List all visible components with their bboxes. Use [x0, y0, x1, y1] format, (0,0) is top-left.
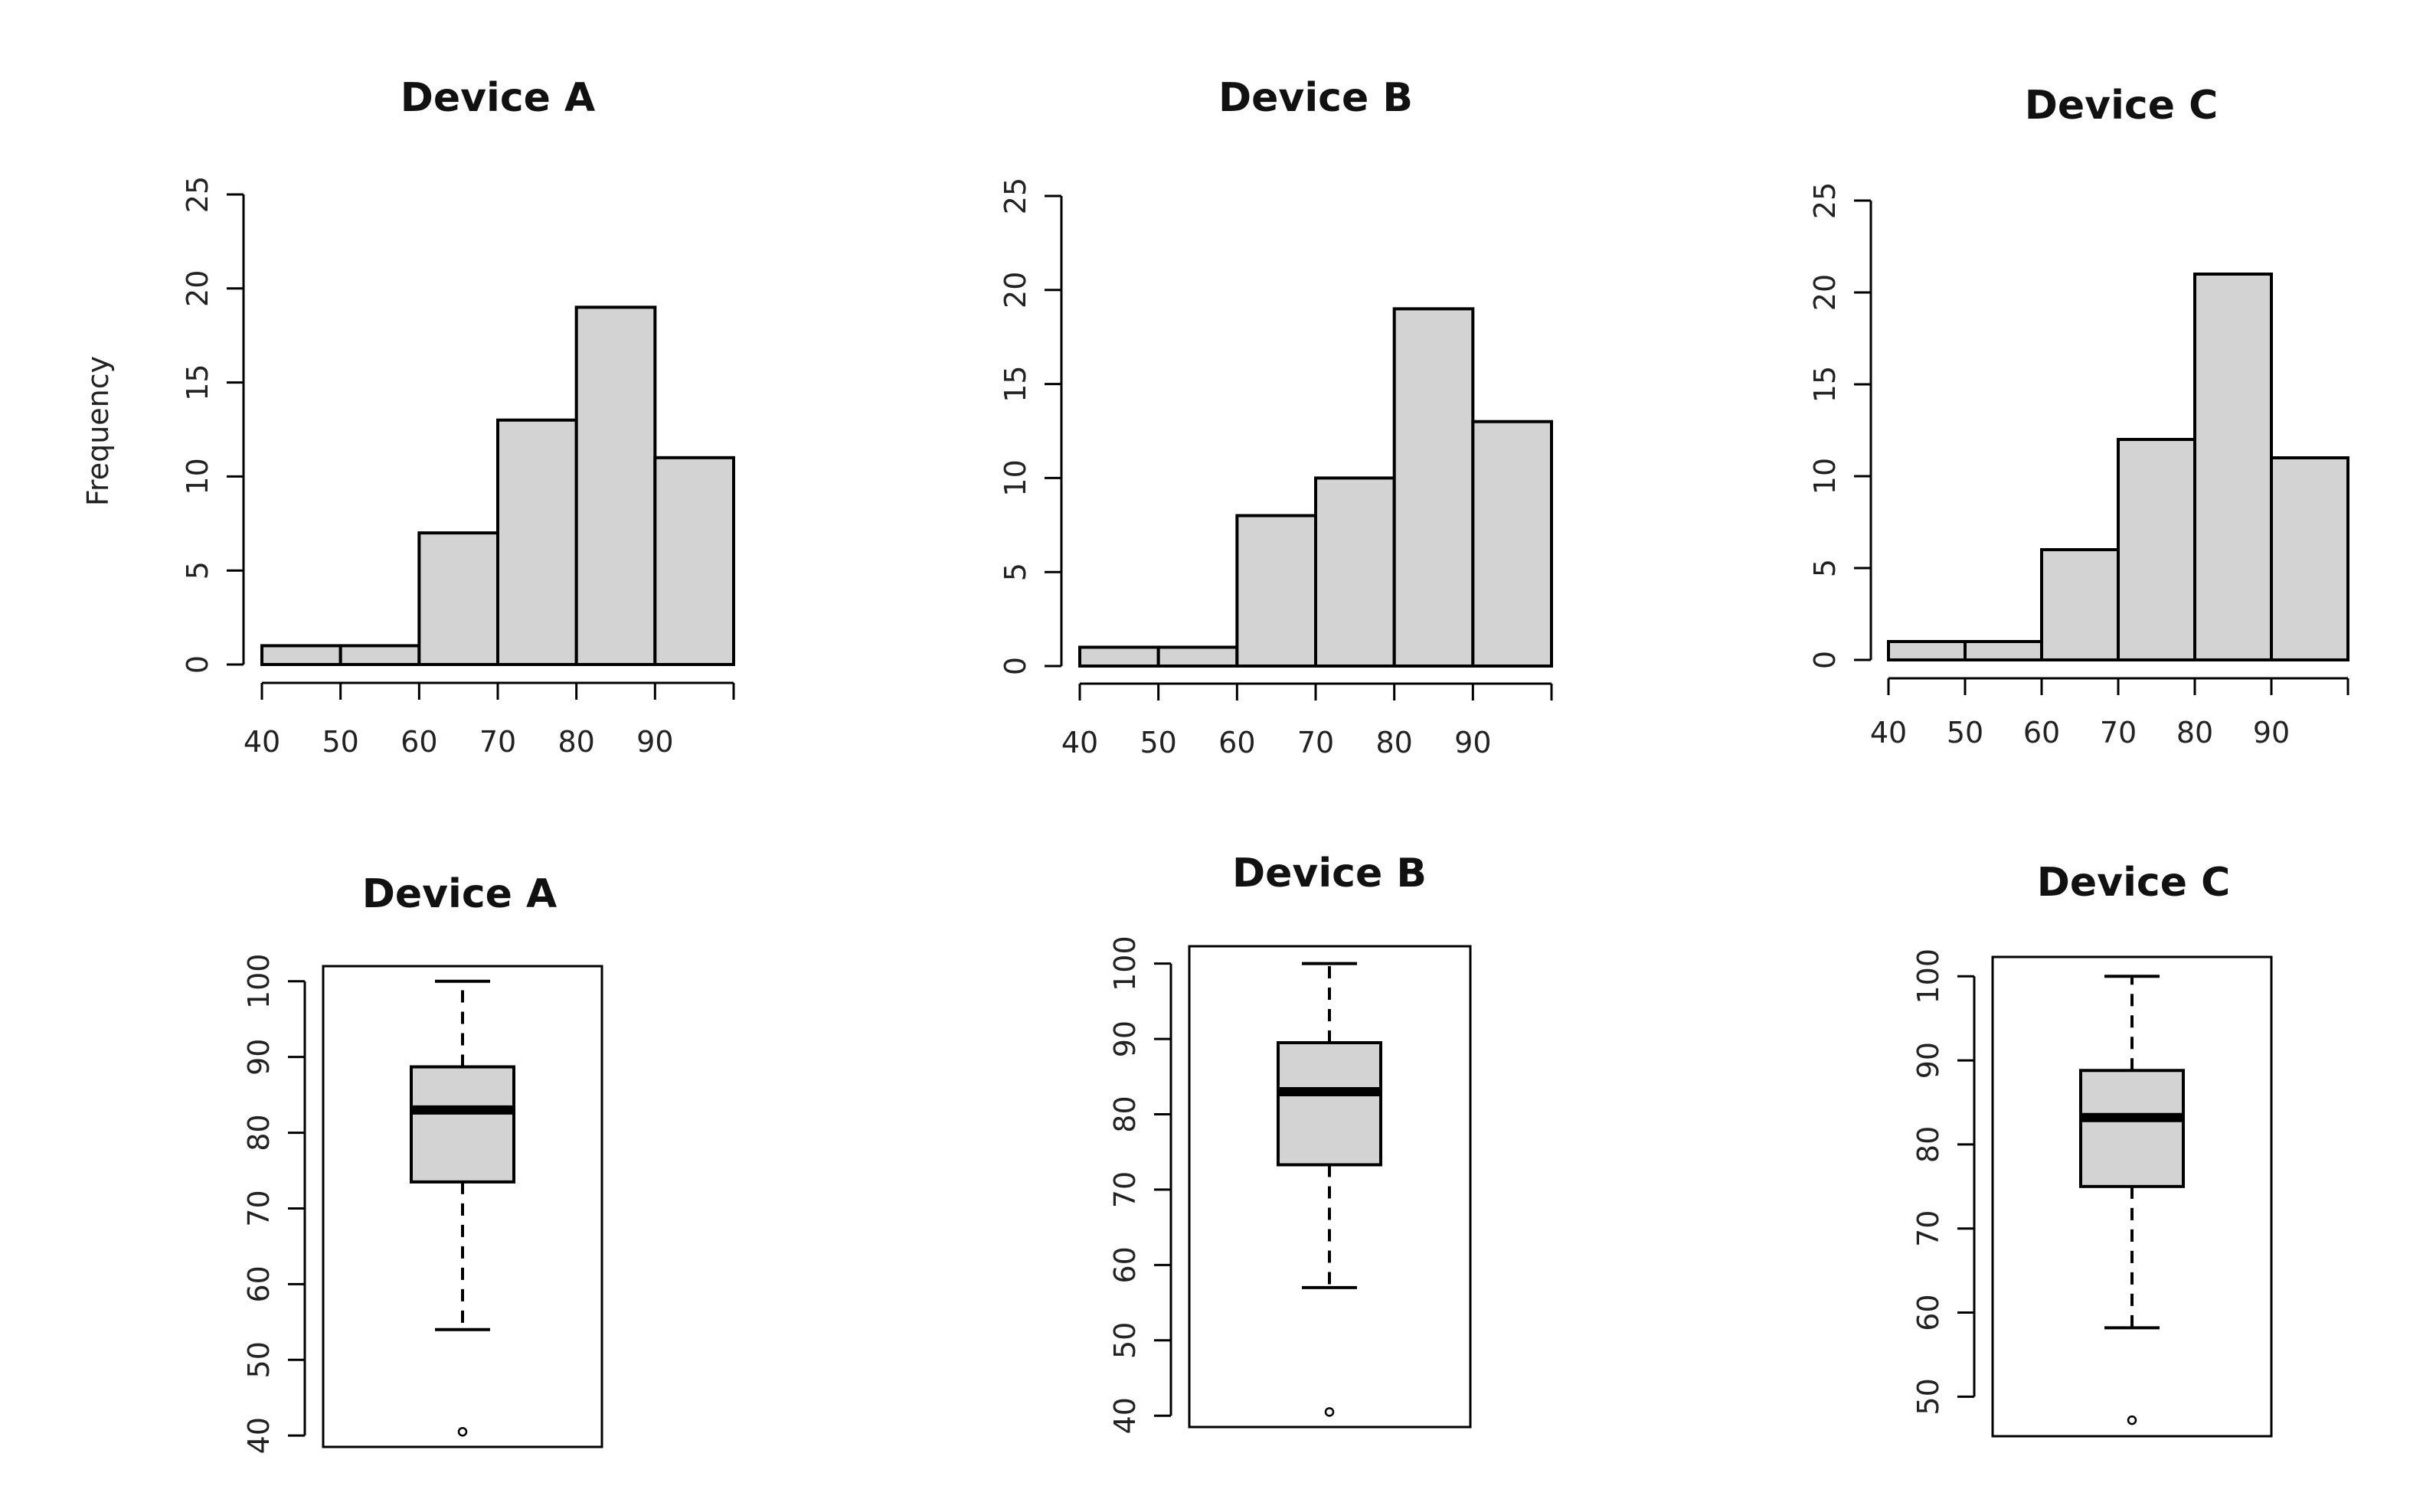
- y-tick-label: 60: [1911, 1294, 1945, 1331]
- y-tick-label: 60: [1108, 1246, 1142, 1283]
- boxplot-device-b: Device B 40 50 60 70 80 90 100: [1108, 851, 1472, 1434]
- x-tick-label: 40: [244, 725, 280, 759]
- y-tick-label: 80: [1108, 1096, 1142, 1132]
- y-tick-label: 80: [1911, 1126, 1945, 1163]
- y-tick-label: 0: [1808, 651, 1842, 669]
- histogram-device-b: Device B 40 50 60 70 80 90 0 5 10 15 20 25: [999, 75, 1554, 759]
- x-tick-label: 50: [1140, 726, 1176, 759]
- plot-frame: [1991, 955, 2273, 1438]
- y-tick-label: 15: [181, 364, 214, 400]
- x-tick-label: 60: [1218, 726, 1255, 759]
- y-tick-label: 20: [1808, 274, 1842, 311]
- y-tick-label: 70: [242, 1190, 276, 1226]
- x-tick-label: 50: [322, 725, 358, 759]
- y-tick-label: 10: [1808, 458, 1842, 495]
- y-tick-label: 40: [242, 1417, 276, 1454]
- chart-title: Device B: [1232, 851, 1427, 896]
- box-iqr: [1277, 1040, 1382, 1167]
- y-tick-label: 15: [999, 365, 1032, 402]
- histogram-bar: [496, 418, 578, 666]
- x-tick-label: 90: [1454, 726, 1491, 759]
- chart-title: Device C: [2037, 860, 2231, 906]
- histogram-bar: [2117, 438, 2196, 661]
- y-tick-label: 100: [1911, 949, 1945, 1004]
- histogram-bar: [1471, 420, 1554, 668]
- histogram-bar: [1392, 307, 1475, 668]
- chart-title: Device B: [1218, 75, 1413, 121]
- histogram-bar: [338, 644, 421, 667]
- y-tick-label: 25: [1808, 182, 1842, 219]
- outlier-point: [1324, 1407, 1335, 1417]
- y-tick-label: 90: [1911, 1042, 1945, 1079]
- y-tick-label: 40: [1108, 1397, 1142, 1434]
- plot-frame: [1188, 945, 1472, 1429]
- y-tick-label: 100: [242, 954, 276, 1010]
- histogram-bar: [2040, 548, 2120, 661]
- y-tick-label: 50: [242, 1341, 276, 1378]
- outlier-point: [457, 1426, 468, 1437]
- y-tick-label: 90: [242, 1038, 276, 1075]
- y-tick-label: 0: [181, 655, 214, 674]
- x-tick-label: 70: [2100, 716, 2137, 749]
- histogram-bar: [653, 456, 735, 667]
- x-tick-label: 40: [1061, 726, 1098, 759]
- y-tick-label: 80: [242, 1114, 276, 1151]
- y-tick-label: 5: [1808, 559, 1842, 577]
- box-iqr: [410, 1065, 515, 1184]
- x-tick-label: 80: [1375, 726, 1412, 759]
- boxplot-device-a: Device A 40 50 60 70 80 90 100: [242, 871, 603, 1454]
- x-tick-label: 80: [2176, 716, 2213, 749]
- histogram-bar: [260, 644, 342, 667]
- y-tick-label: 5: [181, 561, 214, 580]
- histogram-bar: [1156, 645, 1239, 668]
- y-tick-label: 100: [1108, 936, 1142, 991]
- y-tick-label: 0: [999, 657, 1032, 675]
- plot-frame: [322, 965, 603, 1448]
- x-tick-label: 60: [401, 725, 437, 759]
- histogram-bar: [574, 305, 657, 666]
- y-tick-label: 20: [181, 270, 214, 307]
- y-tick-label: 60: [242, 1265, 276, 1302]
- histogram-bar: [2193, 273, 2273, 661]
- x-tick-label: 70: [1297, 726, 1334, 759]
- y-tick-label: 15: [1808, 366, 1842, 403]
- x-tick-label: 50: [1947, 716, 1983, 749]
- chart-title: Device A: [401, 75, 596, 121]
- x-tick-label: 80: [558, 725, 594, 759]
- histogram-bar: [2270, 456, 2349, 661]
- y-tick-label: 50: [1108, 1322, 1142, 1359]
- y-tick-label: 50: [1911, 1378, 1945, 1415]
- y-tick-label: 20: [999, 272, 1032, 309]
- histogram-device-a: Device A 40 50 60 70 80 90 0 5 10 15 20 25 Frequency: [81, 75, 735, 759]
- x-tick-label: 90: [636, 725, 673, 759]
- x-tick-label: 60: [2023, 716, 2060, 749]
- histogram-device-c: Device C 40 50 60 70 80 90 0 5 10 15 20 25: [1808, 83, 2349, 749]
- x-tick-label: 70: [479, 725, 516, 759]
- y-tick-label: 70: [1108, 1171, 1142, 1208]
- y-tick-label: 25: [999, 178, 1032, 214]
- y-tick-label: 25: [181, 176, 214, 213]
- histogram-bar: [1235, 514, 1318, 668]
- y-tick-label: 10: [999, 459, 1032, 496]
- y-tick-label: 5: [999, 563, 1032, 581]
- outlier-point: [2127, 1415, 2137, 1425]
- chart-title: Device C: [2025, 83, 2219, 129]
- histogram-bar: [417, 531, 499, 667]
- chart-title: Device A: [362, 871, 558, 917]
- box-iqr: [2079, 1069, 2185, 1188]
- histogram-bar: [1314, 476, 1396, 668]
- x-tick-label: 90: [2253, 716, 2290, 749]
- y-tick-label: 90: [1108, 1021, 1142, 1057]
- y-axis-label: Frequency: [81, 356, 115, 506]
- boxplot-device-c: Device C 50 60 70 80 90 100: [1911, 860, 2273, 1438]
- x-tick-label: 40: [1870, 716, 1907, 749]
- y-tick-label: 10: [181, 458, 214, 495]
- y-tick-label: 70: [1911, 1210, 1945, 1247]
- histogram-bar: [1964, 640, 2043, 661]
- histogram-bar: [1078, 645, 1160, 668]
- histogram-bar: [1887, 640, 1967, 661]
